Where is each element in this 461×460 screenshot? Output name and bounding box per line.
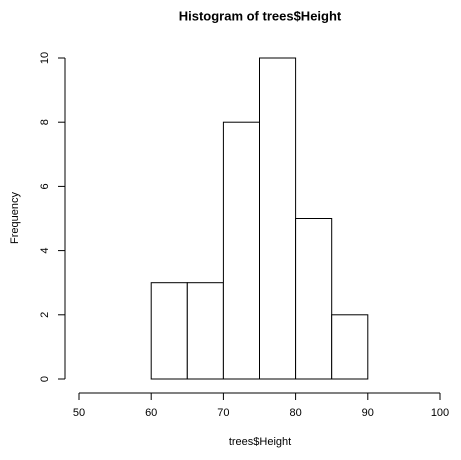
x-tick-label: 90 — [362, 407, 374, 419]
y-tick-label: 4 — [39, 248, 51, 254]
bar — [259, 57, 297, 380]
y-tick-label: 2 — [39, 312, 51, 318]
x-tick-label: 80 — [289, 407, 301, 419]
y-tick-label: 6 — [39, 183, 51, 189]
bar — [186, 282, 224, 380]
bar — [295, 218, 333, 380]
x-tick-label: 60 — [145, 407, 157, 419]
bar — [222, 121, 260, 380]
y-tick-label: 10 — [39, 52, 51, 64]
bar — [150, 282, 188, 380]
x-tick-label: 100 — [431, 407, 449, 419]
chart-title: Histogram of trees$Height — [179, 8, 342, 23]
y-tick-label: 8 — [39, 119, 51, 125]
y-tick-label: 0 — [39, 376, 51, 382]
x-tick-label: 70 — [217, 407, 229, 419]
bar — [331, 314, 369, 380]
y-axis-label: Frequency — [9, 192, 21, 244]
x-tick-label: 50 — [73, 407, 85, 419]
x-axis-label: trees$Height — [229, 436, 291, 448]
